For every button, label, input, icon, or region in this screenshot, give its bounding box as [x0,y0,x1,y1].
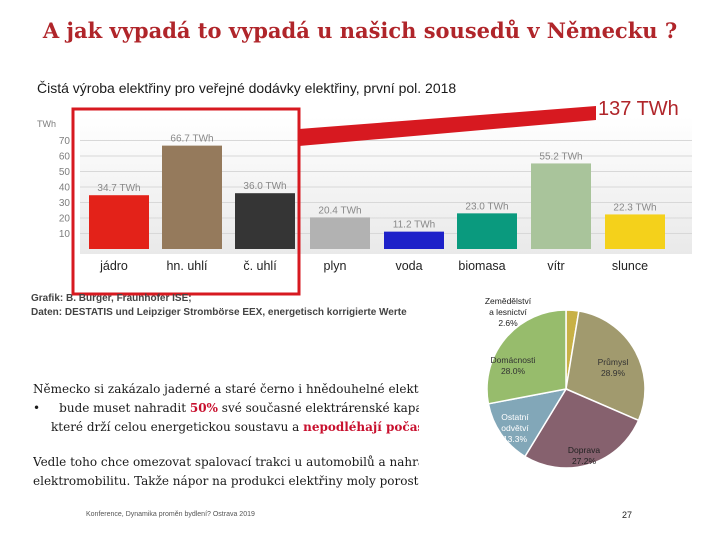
body-line-2-pre: bude muset nahradit [59,401,187,415]
bar-value-label: 55.2 TWh [539,151,582,162]
body-line-3: které drží celou energetickou soustavu a… [33,418,419,437]
bar [457,213,517,249]
callout-arrow [299,106,596,146]
pie-slice [486,309,567,405]
bullet-glyph: • [33,401,41,415]
pie-label: odvětví [501,423,529,433]
pie-value-label: 28.0% [501,366,526,376]
pie-slice [523,388,640,469]
y-tick-label: 60 [59,152,71,163]
category-label: slunce [612,259,648,273]
slide-title: A jak vypadá to vypadá u našich sousedů … [42,18,678,43]
pie-value-label: 28.9% [601,368,626,378]
bar [235,193,295,249]
pie-value-label: 27.2% [572,456,597,466]
callout-box [71,107,301,296]
pie-label: a lesnictví [489,307,527,317]
bar-value-label: 23.0 TWh [465,201,508,212]
category-label: vítr [547,259,564,273]
pie-slice [565,310,646,422]
body-line-5: elektromobilitu. Takže nápor na produkci… [33,474,419,488]
bar-value-label: 66.7 TWh [170,134,213,145]
y-tick-label: 40 [59,183,71,194]
body-line-1: Německo si zakázalo jaderné a staré čern… [33,382,419,396]
category-label: č. uhlí [243,259,277,273]
body-line-3-pre: které drží celou energetickou soustavu a [51,420,300,434]
body-bullet-line: • bude muset nahradit 50% své současné e… [33,399,419,418]
bar-value-label: 34.7 TWh [97,183,140,194]
pie-value-label: 2.6% [498,318,518,328]
pie-label: Doprava [568,445,600,455]
y-tick-label: 70 [59,136,71,147]
bar-value-label: 22.3 TWh [613,202,656,213]
bar [310,217,370,249]
category-label: voda [395,259,422,273]
pie-label: Domácnosti [491,355,536,365]
credit-line-1: Grafik: B. Burger, Fraunhofer ISE; [31,293,192,304]
page-number: 27 [622,510,633,520]
pie-label: Ostatní [501,412,529,422]
bar-value-label: 11.2 TWh [393,220,435,231]
bar-value-label: 36.0 TWh [243,181,286,192]
body-line-4: Vedle toho chce omezovat spalovací trakc… [33,455,419,469]
bar-value-label: 20.4 TWh [318,205,361,216]
body-highlight-percent: 50% [189,401,218,415]
footer-text: Konference, Dynamika proměn bydlení? Ost… [86,511,255,518]
body-highlight-weather: nepodléhají počasí [303,420,419,434]
bar [605,214,665,249]
chart-subtitle: Čistá výroba elektřiny pro veřejné dodáv… [37,80,457,96]
bar [162,145,222,249]
body-line-2-post: své současné elektrárenské kapacity, [221,401,419,415]
pie-label: Zemědělství [485,296,532,306]
category-label: jádro [99,259,128,273]
total-label: 137 TWh [598,98,679,120]
y-tick-label: 20 [59,214,71,225]
category-label: hn. uhlí [166,259,208,273]
y-tick-label: 30 [59,198,71,209]
chart-credit: Grafik: B. Burger, Fraunhofer ISE; Daten… [31,292,407,320]
bar [384,231,444,249]
credit-line-2: Daten: DESTATIS und Leipziger Strombörse… [31,307,407,318]
pie-value-label: 13.3% [503,434,528,444]
bar [531,163,591,249]
category-label: plyn [324,259,347,273]
y-axis-unit: TWh [37,119,56,129]
y-tick-label: 10 [59,229,71,240]
y-tick-label: 50 [59,167,71,178]
bar [89,195,149,249]
category-label: biomasa [458,259,505,273]
body-text: Německo si zakázalo jaderné a staré čern… [33,380,419,491]
pie-slice [487,387,568,458]
pie-label: Průmysl [598,357,629,367]
